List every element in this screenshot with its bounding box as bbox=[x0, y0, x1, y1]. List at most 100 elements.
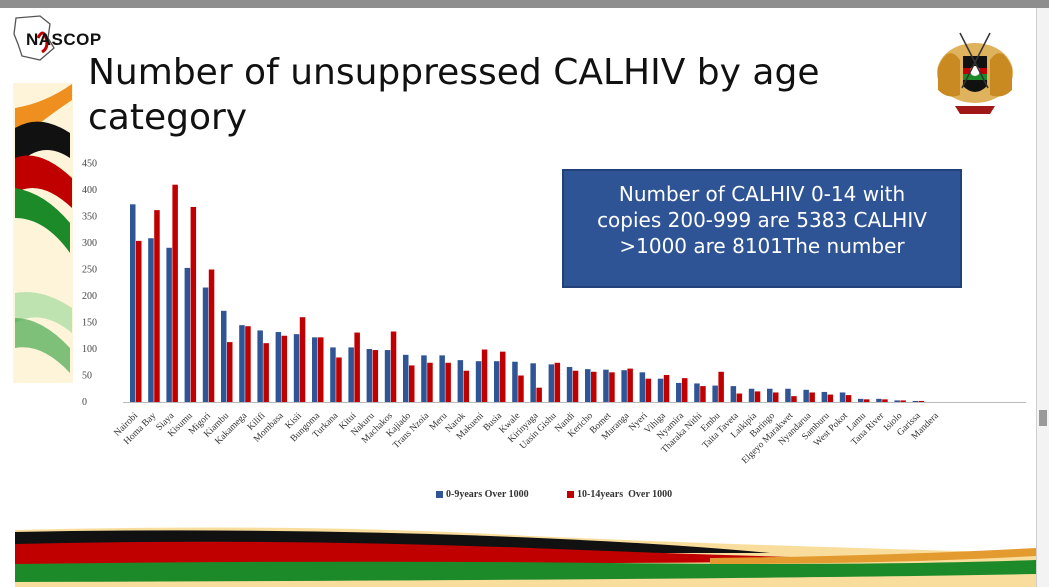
bar-10-14 bbox=[190, 206, 197, 402]
bar-0-9 bbox=[585, 369, 591, 402]
coat-of-arms-icon bbox=[937, 32, 1013, 114]
bar-10-14 bbox=[882, 399, 888, 402]
bar-0-9 bbox=[512, 361, 518, 402]
bar-0-9 bbox=[821, 391, 828, 402]
bar-0-9 bbox=[603, 369, 609, 402]
bar-10-14 bbox=[281, 335, 288, 402]
legend-item-10-14: 10-14years Over 1000 bbox=[567, 489, 672, 500]
bar-10-14 bbox=[682, 378, 688, 402]
vertical-scrollbar[interactable] bbox=[1036, 8, 1049, 587]
bar-0-9 bbox=[403, 354, 409, 402]
bar-0-9 bbox=[803, 389, 809, 402]
callout-box: Number of CALHIV 0-14 with copies 200-99… bbox=[562, 169, 962, 288]
bar-10-14 bbox=[463, 370, 470, 402]
bar-10-14 bbox=[208, 269, 215, 402]
logo-text: NASCOP bbox=[26, 30, 102, 49]
legend-label-10-14: 10-14years Over 1000 bbox=[577, 489, 673, 500]
bar-10-14 bbox=[409, 365, 415, 402]
bar-10-14 bbox=[481, 349, 488, 402]
legend-label-0-9: 0-9years Over 1000 bbox=[446, 489, 529, 500]
bar-10-14 bbox=[791, 396, 797, 402]
bar-10-14 bbox=[700, 386, 706, 402]
bar-10-14 bbox=[372, 350, 379, 402]
bar-0-9 bbox=[785, 388, 791, 402]
bar-10-14 bbox=[845, 395, 852, 402]
bar-0-9 bbox=[767, 388, 773, 402]
bar-0-9 bbox=[148, 238, 154, 402]
bar-0-9 bbox=[221, 310, 227, 402]
bar-10-14 bbox=[809, 392, 815, 402]
bar-0-9 bbox=[439, 355, 445, 402]
nascop-logo bbox=[13, 15, 55, 61]
bar-10-14 bbox=[172, 184, 178, 402]
bar-10-14 bbox=[591, 371, 597, 402]
bar-0-9 bbox=[839, 392, 846, 402]
bar-0-9 bbox=[694, 383, 700, 402]
bar-0-9 bbox=[366, 349, 373, 402]
bar-0-9 bbox=[566, 367, 573, 402]
bar-0-9 bbox=[348, 347, 354, 402]
bar-0-9 bbox=[712, 385, 718, 402]
bar-10-14 bbox=[318, 337, 324, 402]
bar-0-9 bbox=[166, 247, 172, 402]
slide: NASCOP Number of unsuppressed CALHIV by … bbox=[10, 8, 1036, 587]
bar-10-14 bbox=[609, 372, 615, 402]
bar-10-14 bbox=[536, 387, 542, 402]
bar-10-14 bbox=[263, 343, 269, 402]
bar-0-9 bbox=[312, 337, 318, 402]
bar-0-9 bbox=[330, 347, 336, 402]
bar-10-14 bbox=[354, 332, 360, 402]
legend-item-0-9: 0-9years Over 1000 bbox=[436, 489, 529, 500]
y-tick-label: 300 bbox=[82, 238, 97, 249]
bar-0-9 bbox=[293, 334, 300, 402]
bar-10-14 bbox=[227, 342, 233, 402]
bar-0-9 bbox=[130, 204, 136, 402]
bar-0-9 bbox=[858, 398, 864, 402]
bar-10-14 bbox=[518, 375, 524, 402]
bar-10-14 bbox=[754, 391, 761, 402]
bar-0-9 bbox=[639, 372, 646, 402]
bar-0-9 bbox=[730, 386, 737, 402]
bar-10-14 bbox=[336, 357, 342, 402]
window-top-bar bbox=[0, 0, 1049, 8]
left-ribbon-decoration bbox=[13, 83, 73, 383]
bar-0-9 bbox=[657, 378, 664, 402]
bar-10-14 bbox=[299, 317, 306, 402]
bar-10-14 bbox=[245, 326, 251, 402]
bar-10-14 bbox=[445, 362, 451, 402]
slide-decorations bbox=[13, 15, 1036, 587]
scrollbar-thumb[interactable] bbox=[1039, 410, 1047, 426]
bar-10-14 bbox=[572, 370, 579, 402]
bottom-swoosh-decoration bbox=[15, 527, 1036, 587]
y-tick-label: 450 bbox=[82, 159, 97, 170]
legend-swatch-red bbox=[567, 491, 574, 498]
bar-0-9 bbox=[421, 355, 427, 402]
bar-0-9 bbox=[676, 382, 682, 402]
bar-10-14 bbox=[627, 368, 633, 402]
y-tick-label: 350 bbox=[82, 212, 97, 223]
bar-0-9 bbox=[184, 267, 191, 402]
bar-10-14 bbox=[427, 362, 433, 402]
bar-10-14 bbox=[500, 351, 506, 402]
y-tick-label: 250 bbox=[82, 265, 97, 276]
y-tick-label: 50 bbox=[82, 371, 92, 382]
bar-10-14 bbox=[554, 362, 561, 402]
bar-0-9 bbox=[912, 400, 919, 402]
bar-10-14 bbox=[390, 331, 397, 402]
bar-10-14 bbox=[154, 210, 160, 402]
legend-swatch-blue bbox=[436, 491, 443, 498]
y-tick-label: 150 bbox=[82, 318, 97, 329]
bar-0-9 bbox=[530, 363, 536, 402]
bar-10-14 bbox=[827, 394, 834, 402]
bar-0-9 bbox=[457, 360, 464, 402]
bar-0-9 bbox=[748, 388, 755, 402]
y-tick-label: 200 bbox=[82, 291, 97, 302]
bar-0-9 bbox=[475, 361, 482, 402]
bar-10-14 bbox=[900, 400, 906, 402]
bar-10-14 bbox=[718, 371, 724, 402]
bar-0-9 bbox=[621, 370, 627, 402]
bar-10-14 bbox=[136, 240, 142, 402]
bar-10-14 bbox=[773, 392, 779, 402]
bar-0-9 bbox=[257, 330, 263, 402]
